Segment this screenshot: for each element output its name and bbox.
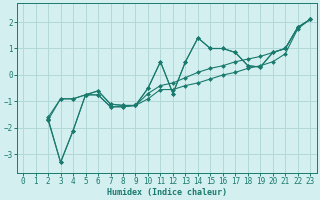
- X-axis label: Humidex (Indice chaleur): Humidex (Indice chaleur): [107, 188, 227, 197]
